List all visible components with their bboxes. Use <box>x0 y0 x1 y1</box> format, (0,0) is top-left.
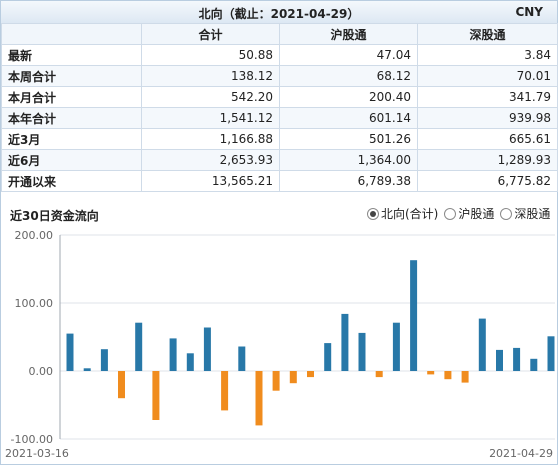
radio-shenzhen-connect[interactable]: 深股通 <box>500 205 550 222</box>
flow-bar <box>530 358 538 371</box>
table-row: 本年合计 1,541.12 601.14 939.98 <box>1 107 558 129</box>
cell-sh: 68.12 <box>279 65 418 87</box>
cell-sh: 6,789.38 <box>279 170 418 192</box>
row-label: 本周合计 <box>1 65 142 87</box>
radio-label: 沪股通 <box>458 207 495 221</box>
cell-total: 138.12 <box>141 65 280 87</box>
flow-bar <box>513 347 521 371</box>
flow-summary-table: 合计 沪股通 深股通 最新 50.88 47.04 3.84 本周合计 138.… <box>1 23 558 192</box>
flow-bar <box>152 371 160 420</box>
flow-bar <box>392 322 400 371</box>
flow-bar <box>427 371 435 375</box>
y-tick-label: -100.00 <box>11 433 53 446</box>
flow-bar <box>203 327 211 371</box>
flow-bar <box>410 260 418 371</box>
column-header: 沪股通 <box>279 23 418 45</box>
flow-bar <box>169 338 177 371</box>
cell-total: 50.88 <box>141 44 280 66</box>
y-tick-label: 200.00 <box>15 229 54 242</box>
panel-title: 北向（截止：2021-04-29） <box>198 7 360 21</box>
table-row: 最新 50.88 47.04 3.84 <box>1 44 558 66</box>
flow-bar <box>66 333 74 371</box>
title-bar: 北向（截止：2021-04-29） CNY <box>1 1 557 24</box>
radio-label: 北向(合计) <box>381 207 439 221</box>
cell-sh: 200.40 <box>279 86 418 108</box>
row-label: 开通以来 <box>1 170 142 192</box>
cell-total: 1,541.12 <box>141 107 280 129</box>
y-tick-label: 0.00 <box>29 365 54 378</box>
cell-sh: 501.26 <box>279 128 418 150</box>
flow-bar <box>255 371 263 426</box>
series-radio-group: 北向(合计) 沪股通 深股通 <box>367 205 550 222</box>
chart-title: 近30日资金流向 <box>10 209 99 223</box>
table-row: 本月合计 542.20 200.40 341.79 <box>1 86 558 108</box>
flow-bar <box>307 371 314 378</box>
cell-sh: 47.04 <box>279 44 418 66</box>
cell-total: 13,565.21 <box>141 170 280 192</box>
cell-sh: 1,364.00 <box>279 149 418 171</box>
column-header <box>1 23 142 45</box>
flow-bar <box>272 371 280 391</box>
cell-total: 542.20 <box>141 86 280 108</box>
radio-northbound-total[interactable]: 北向(合计) <box>367 205 438 222</box>
flow-bar <box>496 349 503 371</box>
row-label: 最新 <box>1 44 142 66</box>
flow-bar <box>186 353 194 371</box>
row-label: 近3月 <box>1 128 142 150</box>
flow-bar <box>375 371 383 378</box>
flow-bar <box>358 332 366 371</box>
flow-bar <box>135 322 143 371</box>
radio-selected-icon[interactable] <box>367 207 379 220</box>
column-header: 合计 <box>141 23 280 45</box>
row-label: 近6月 <box>1 149 142 171</box>
radio-label: 深股通 <box>514 207 551 221</box>
flow-bar <box>221 371 229 411</box>
cell-sz: 939.98 <box>417 107 558 129</box>
radio-unselected-icon[interactable] <box>444 207 457 220</box>
flow-bar <box>100 349 108 371</box>
radio-shanghai-connect[interactable]: 沪股通 <box>444 205 494 222</box>
flow-bar <box>289 371 297 384</box>
cell-total: 2,653.93 <box>141 149 280 171</box>
table-row: 本周合计 138.12 68.12 70.01 <box>1 65 558 87</box>
table-row: 近6月 2,653.93 1,364.00 1,289.93 <box>1 149 558 171</box>
cell-sz: 3.84 <box>417 44 558 66</box>
flow-bar <box>238 346 246 371</box>
flow-bar <box>118 371 125 399</box>
x-tick-label-end: 2021-04-29 <box>489 447 553 460</box>
flow-bar <box>324 343 332 371</box>
radio-unselected-icon[interactable] <box>500 207 513 220</box>
flow-bar <box>83 368 91 371</box>
table-header-row: 合计 沪股通 深股通 <box>1 23 558 45</box>
cell-sz: 70.01 <box>417 65 558 87</box>
table-row: 近3月 1,166.88 501.26 665.61 <box>1 128 558 150</box>
column-header: 深股通 <box>417 23 558 45</box>
cell-sz: 6,775.82 <box>417 170 558 192</box>
table-row: 开通以来 13,565.21 6,789.38 6,775.82 <box>1 170 558 192</box>
x-tick-label-start: 2021-03-16 <box>5 447 69 460</box>
row-label: 本年合计 <box>1 107 142 129</box>
currency-label: CNY <box>515 5 543 19</box>
flow-bar <box>341 313 349 371</box>
cell-sh: 601.14 <box>279 107 418 129</box>
cell-sz: 1,289.93 <box>417 149 558 171</box>
flow-bar <box>547 336 555 371</box>
flow-bar <box>478 318 486 371</box>
y-tick-label: 100.00 <box>15 297 54 310</box>
cell-sz: 665.61 <box>417 128 558 150</box>
flow-bar <box>444 371 452 380</box>
cell-sz: 341.79 <box>417 86 558 108</box>
row-label: 本月合计 <box>1 86 142 108</box>
flow-bar <box>461 371 469 383</box>
cell-total: 1,166.88 <box>141 128 280 150</box>
